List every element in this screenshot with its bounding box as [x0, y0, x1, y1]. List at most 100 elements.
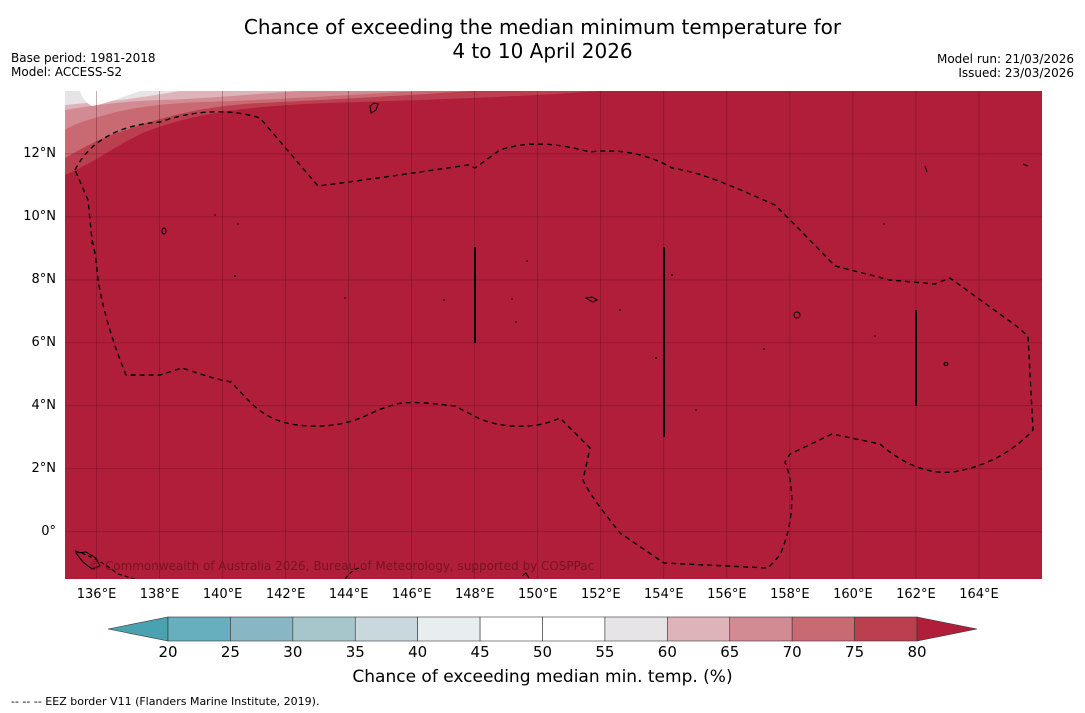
- colorbar-bin: [292, 616, 356, 642]
- atoll-dot: [214, 214, 216, 216]
- colorbar-tick-label: 60: [657, 643, 677, 661]
- copyright-note: © Commonwealth of Australia 2026, Bureau…: [89, 559, 594, 573]
- meta-right: Model run: 21/03/2026 Issued: 23/03/2026: [937, 52, 1074, 80]
- band-45-55: [80, 91, 140, 106]
- atoll-dot: [763, 348, 765, 350]
- model-name: Model: ACCESS-S2: [11, 65, 123, 79]
- colorbar-bins: [167, 616, 918, 642]
- latitude-label: 4°N: [31, 397, 57, 413]
- colorbar-bin: [417, 616, 481, 642]
- model-run: Model run: 21/03/2026: [936, 52, 1074, 66]
- atoll-dot: [526, 260, 528, 262]
- colorbar-over-arrow: [916, 616, 978, 642]
- island-guam: [369, 102, 379, 114]
- longitude-label: 138°E: [139, 587, 180, 602]
- atoll-dot: [237, 223, 239, 225]
- longitude-label: 152°E: [581, 587, 621, 602]
- island-kosrae: [943, 362, 949, 366]
- longitude-label: 158°E: [770, 587, 810, 602]
- latitude-label: 6°N: [31, 334, 57, 350]
- atolls: [91, 214, 891, 411]
- eez-footnote: -- -- -- EEZ border V11 (Flanders Marine…: [11, 695, 320, 708]
- island-chuuk: [584, 296, 599, 303]
- eez-boundary-south-2: [344, 567, 361, 579]
- island-pohnpei: [793, 311, 801, 319]
- longitude-label: 146°E: [391, 587, 432, 602]
- longitude-label: 150°E: [517, 587, 558, 602]
- island-north-east: [924, 165, 928, 173]
- colorbar-bin: [354, 616, 418, 642]
- atoll-dot: [344, 297, 346, 299]
- colorbar-tick-label: 65: [720, 643, 740, 661]
- colorbar-bin: [854, 616, 918, 642]
- longitude-label: 136°E: [76, 587, 117, 602]
- atoll-dot: [443, 299, 445, 301]
- colorbar-tick-label: 80: [907, 643, 927, 661]
- band-70-75: [65, 91, 470, 158]
- chart-title-line2: 4 to 10 April 2026: [452, 39, 633, 63]
- eez-boundary-south: [74, 550, 136, 579]
- colorbar-tick-label: 40: [408, 643, 428, 661]
- colorbar-bin: [542, 616, 606, 642]
- colorbar-title: Chance of exceeding median min. temp. (%…: [352, 667, 733, 687]
- atoll-dot: [91, 242, 93, 244]
- colorbar-bin: [230, 616, 294, 642]
- latitude-label: 10°N: [23, 208, 56, 224]
- colorbar-bin: [479, 616, 543, 642]
- island-east: [1022, 163, 1029, 167]
- latitude-label: 8°N: [31, 271, 57, 287]
- island-small-south: [521, 572, 530, 579]
- band-65-70: [65, 91, 420, 130]
- colorbar-tick-label: 25: [220, 643, 240, 661]
- colorbar-bin: [167, 616, 231, 642]
- longitude-label: 164°E: [959, 587, 999, 602]
- longitude-label: 142°E: [265, 587, 306, 602]
- latitude-label: 0°: [41, 523, 56, 539]
- atoll-dot: [511, 298, 513, 300]
- meta-left: Base period: 1981-2018 Model: ACCESS-S2: [11, 51, 156, 79]
- islands: [75, 102, 1029, 579]
- colorbar-tick-label: 75: [845, 643, 865, 661]
- island-yap: [161, 227, 167, 235]
- atoll-dot: [671, 274, 673, 276]
- colorbar: [107, 616, 978, 642]
- atoll-dot: [695, 409, 697, 411]
- atoll-dot: [234, 275, 236, 277]
- colorbar-tick-label: 35: [345, 643, 365, 661]
- atoll-dot: [515, 321, 517, 323]
- band-75-80: [65, 91, 600, 175]
- longitude-label: 156°E: [707, 587, 747, 602]
- longitude-label: 160°E: [833, 587, 873, 602]
- colorbar-bin: [791, 616, 855, 642]
- colorbar-tick-label: 20: [158, 643, 178, 661]
- longitude-label: 144°E: [328, 587, 369, 602]
- chart-title-line1: Chance of exceeding the median minimum t…: [243, 15, 842, 39]
- colorbar-tick-label: 50: [532, 643, 553, 661]
- latitude-label: 12°N: [23, 145, 56, 161]
- colorbar-tick-label: 45: [470, 643, 490, 661]
- colorbar-bin: [729, 616, 793, 642]
- colorbar-tick-label: 30: [283, 643, 303, 661]
- longitude-label: 162°E: [896, 587, 936, 602]
- colorbar-bin: [667, 616, 731, 642]
- longitude-label: 148°E: [454, 587, 495, 602]
- longitude-label: 140°E: [202, 587, 243, 602]
- atoll-dot: [883, 223, 885, 225]
- island-new-guinea-coast: [75, 551, 101, 570]
- longitude-label: 154°E: [644, 587, 684, 602]
- atoll-dot: [874, 335, 876, 337]
- base-period: Base period: 1981-2018: [11, 51, 156, 65]
- colorbar-tick-label: 70: [782, 643, 802, 661]
- latitude-label: 2°N: [31, 460, 57, 476]
- eez-boundary: [74, 111, 1034, 569]
- atoll-dot: [619, 309, 621, 311]
- issued-date: Issued: 23/03/2026: [958, 66, 1074, 80]
- atoll-dot: [655, 357, 657, 359]
- colorbar-bin: [604, 616, 668, 642]
- probability-field: [65, 91, 1042, 579]
- colorbar-under-arrow: [107, 616, 169, 642]
- atoll-dot: [889, 279, 891, 281]
- map-area: © Commonwealth of Australia 2026, Bureau…: [65, 91, 1042, 579]
- colorbar-tick-label: 55: [595, 643, 615, 661]
